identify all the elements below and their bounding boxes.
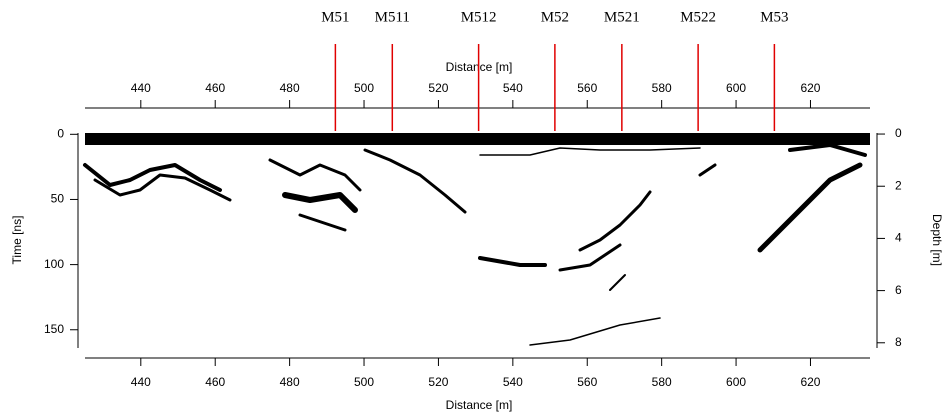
x-tick-label-top: 440 (131, 81, 151, 95)
x-tick-label: 620 (800, 375, 820, 389)
x-tick-label: 500 (354, 375, 374, 389)
y2-tick-label: 4 (895, 231, 902, 245)
x-tick-label: 600 (726, 375, 746, 389)
y-tick-label: 100 (44, 257, 64, 271)
x-tick-label-top: 560 (577, 81, 597, 95)
y2-tick-label: 0 (895, 126, 902, 140)
x-tick-label: 560 (577, 375, 597, 389)
x-tick-label: 440 (131, 375, 151, 389)
y-tick-label: 0 (57, 126, 64, 140)
marker-label: M522 (680, 9, 716, 25)
x-axis-title: Distance [m] (446, 398, 513, 412)
x-tick-label: 540 (503, 375, 523, 389)
x-tick-label-top: 480 (280, 81, 300, 95)
y2-tick-label: 2 (895, 178, 902, 192)
marker-label: M52 (541, 9, 569, 25)
reflections (83, 143, 867, 346)
marker-label: M511 (375, 9, 410, 25)
y2-tick-label: 8 (895, 335, 902, 349)
marker-label: M521 (604, 9, 640, 25)
x-tick-label: 480 (280, 375, 300, 389)
y2-tick-label: 6 (895, 283, 902, 297)
y-tick-label: 150 (44, 322, 64, 336)
direct-wave-band (85, 133, 870, 145)
y2-axis-title: Depth [m] (930, 214, 944, 266)
x-tick-label-top: 620 (800, 81, 820, 95)
x-tick-label: 460 (205, 375, 225, 389)
x-tick-label-top: 500 (354, 81, 374, 95)
x-tick-label-top: 520 (428, 81, 448, 95)
y-axis-title: Time [ns] (10, 216, 24, 265)
x-tick-label: 580 (652, 375, 672, 389)
y-tick-label: 50 (51, 192, 65, 206)
x-tick-label-top: 540 (503, 81, 523, 95)
radargram-image (83, 133, 870, 346)
x-tick-label-top: 460 (205, 81, 225, 95)
x-tick-label-top: 600 (726, 81, 746, 95)
marker-label: M512 (461, 9, 497, 25)
x-tick-label: 520 (428, 375, 448, 389)
marker-label: M53 (760, 9, 788, 25)
marker-label: M51 (321, 9, 349, 25)
x-tick-label-top: 580 (652, 81, 672, 95)
